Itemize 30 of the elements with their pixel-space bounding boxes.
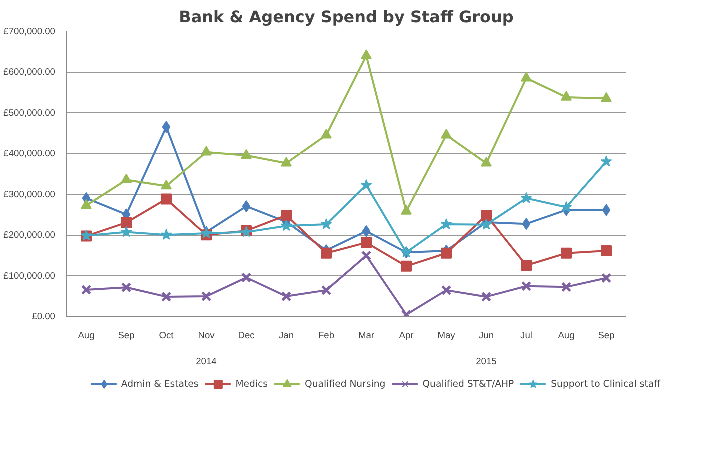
chart-title: Bank & Agency Spend by Staff Group [179,8,514,26]
y-tick-label: £500,000.00 [4,108,56,118]
x-tick-label: Oct [159,330,174,340]
y-tick-label: £600,000.00 [4,67,56,78]
y-tick-label: £200,000.00 [4,230,56,240]
x-tick-label: Feb [318,330,335,340]
y-tick-label: £700,000.00 [4,26,56,36]
x-tick-label: May [438,330,456,340]
x-tick-label: Jul [520,330,532,340]
x-tick-label: Dec [238,330,256,340]
legend-label: Support to Clinical staff [551,378,661,390]
legend-label: Qualified Nursing [305,378,386,390]
x-tick-label: Apr [399,330,414,340]
legend-label: Admin & Estates [121,378,199,390]
legend-label: Medics [236,378,268,390]
x-tick-label: Jun [478,330,494,340]
y-tick-label: £100,000.00 [4,270,56,281]
text: 2014 [196,356,217,366]
y-tick-label: £300,000.00 [4,189,56,200]
y-tick-label: £0.00 [32,312,56,322]
x-tick-label: Sep [118,330,135,340]
x-tick-label: Jan [278,330,294,340]
legend-label: Qualified ST&T/AHP [422,378,514,390]
x-tick-label: Nov [198,330,216,340]
x-tick-label: Aug [558,330,575,340]
x-tick-label: Aug [78,330,95,340]
y-tick-label: £400,000.00 [4,148,56,159]
x-tick-label: Sep [598,330,615,340]
text: 2015 [476,356,497,366]
x-tick-label: Mar [358,330,375,340]
